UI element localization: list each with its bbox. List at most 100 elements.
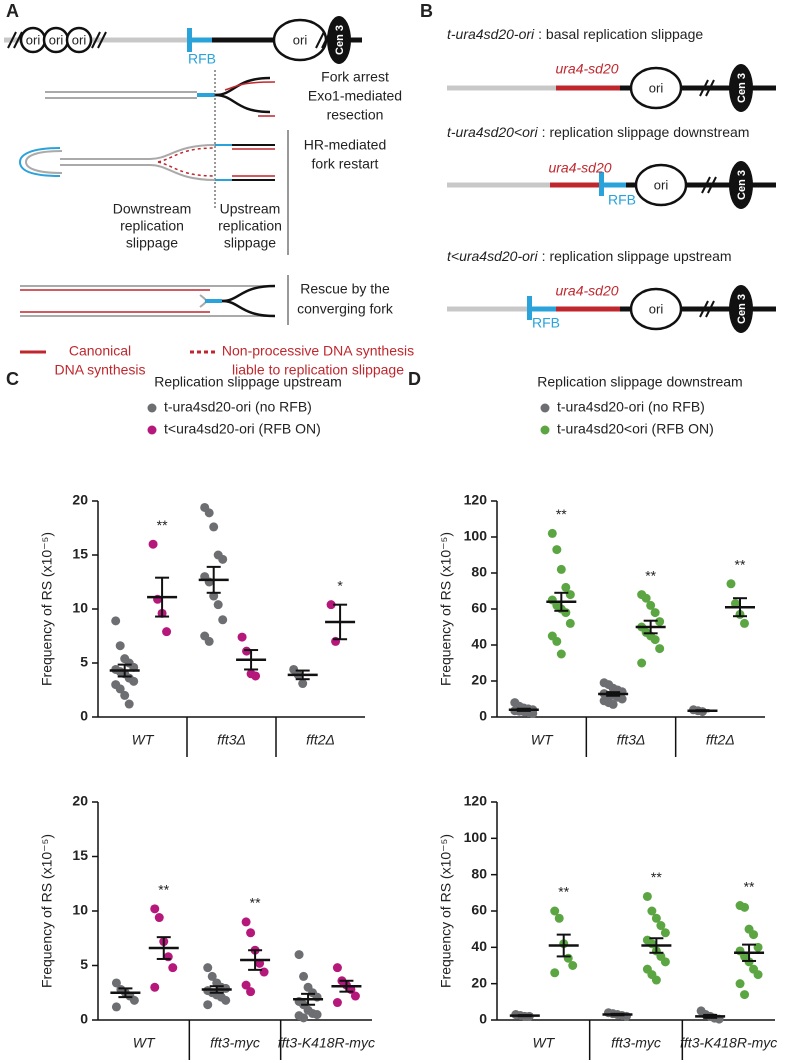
y-tick-label: 40 <box>471 636 487 652</box>
data-point <box>561 582 571 592</box>
y-tick-label: 20 <box>471 974 487 990</box>
legend-text: Non-processive DNA synthesis <box>222 343 414 359</box>
y-axis-label: Frequency of RS (x10⁻⁵) <box>39 834 55 988</box>
data-point <box>150 904 160 914</box>
chart: 0 20 40 60 80 100 120 Frequency of RS (x10⁻⁵) WT… <box>438 374 765 757</box>
significance: ** <box>157 517 168 533</box>
x-tick-label: fft3-K418R-myc <box>680 1035 777 1051</box>
legend-text: t<ura4sd20-ori (RFB ON) <box>164 421 321 437</box>
data-point <box>124 699 134 709</box>
gene-label: ura4-sd20 <box>555 61 618 77</box>
panel-label: B <box>420 1 433 21</box>
y-tick-label: 5 <box>80 654 88 670</box>
slippage-text: Downstream <box>113 201 192 217</box>
chart: 0 5 10 15 20 Frequency of RS (x10⁻⁵) WT fft3Δ ff… <box>39 374 365 757</box>
data-point <box>312 1010 322 1020</box>
data-point <box>209 522 219 532</box>
step-text: Exo1-mediated <box>308 88 402 104</box>
data-point <box>740 902 750 912</box>
data-point <box>204 636 214 646</box>
y-tick-label: 100 <box>464 829 488 845</box>
data-point <box>129 995 139 1005</box>
construct-title: t-ura4sd20-ori: basal replication slippa… <box>447 26 703 42</box>
x-tick-label: fft3Δ <box>617 732 646 748</box>
construct-description: : replication slippage downstream <box>542 124 750 140</box>
data-point <box>237 632 247 642</box>
x-tick-label: fft3-myc <box>210 1035 260 1051</box>
legend-text: liable to replication slippage <box>232 362 404 378</box>
data-point <box>739 618 749 628</box>
data-point <box>565 618 575 628</box>
data-point <box>651 913 661 923</box>
data-point <box>204 508 214 518</box>
significance: ** <box>558 884 569 900</box>
data-point <box>115 641 125 651</box>
y-tick-label: 10 <box>72 600 88 616</box>
panel-b: t-ura4sd20-ori: basal replication slippa… <box>447 26 776 333</box>
y-axis-label: Frequency of RS (x10⁻⁵) <box>438 834 454 988</box>
centromere-label: Cen 3 <box>334 25 346 55</box>
significance: ** <box>645 567 656 583</box>
ori-label: ori <box>649 80 664 95</box>
slippage-text: slippage <box>126 235 178 251</box>
y-tick-label: 20 <box>72 492 88 508</box>
data-point <box>218 615 228 625</box>
legend-marker <box>540 403 550 413</box>
data-point <box>148 539 158 549</box>
data-point <box>565 590 575 600</box>
data-point <box>299 1013 309 1023</box>
slippage-text: slippage <box>224 235 276 251</box>
chart: 0 20 40 60 80 100 120 Frequency of RS (x10⁻⁵) WT… <box>438 793 777 1060</box>
significance: ** <box>158 882 169 898</box>
data-point <box>642 891 652 901</box>
break-mark <box>7 31 107 49</box>
x-tick-label: fft3Δ <box>217 732 246 748</box>
data-point <box>350 991 360 1001</box>
slippage-text: replication <box>218 218 282 234</box>
panel-label: A <box>6 1 19 21</box>
data-point <box>246 987 256 997</box>
data-point <box>552 545 562 555</box>
construct-name: t-ura4sd20<ori <box>447 124 539 140</box>
data-point <box>556 564 566 574</box>
step-text: fork restart <box>312 156 379 172</box>
panel-a: ori ori ori RFB ori Cen 3 Fork arrest Ex… <box>4 16 414 378</box>
data-point <box>753 970 763 980</box>
data-point <box>651 975 661 985</box>
chart-title: Replication slippage upstream <box>154 374 342 390</box>
data-point <box>111 616 121 626</box>
y-tick-label: 15 <box>72 546 88 562</box>
significance: ** <box>250 895 261 911</box>
data-point <box>660 928 670 938</box>
data-point <box>646 600 656 610</box>
legend-text: t-ura4sd20-ori (no RFB) <box>164 399 312 415</box>
significance: * <box>337 577 343 593</box>
x-tick-label: WT <box>531 732 554 748</box>
x-tick-label: WT <box>132 732 155 748</box>
y-tick-label: 10 <box>72 902 88 918</box>
slippage-text: Upstream <box>220 201 281 217</box>
y-tick-label: 120 <box>464 492 488 508</box>
data-point <box>218 554 228 564</box>
construct-title: t-ura4sd20<ori: replication slippage dow… <box>447 124 749 140</box>
construct-title: t<ura4sd20-ori: replication slippage ups… <box>447 248 732 264</box>
y-tick-label: 20 <box>471 672 487 688</box>
x-tick-label: WT <box>133 1035 156 1051</box>
data-point <box>241 980 251 990</box>
chart: 0 5 10 15 20 Frequency of RS (x10⁻⁵) WT fft3-my… <box>39 793 375 1060</box>
y-axis-label: Frequency of RS (x10⁻⁵) <box>438 532 454 686</box>
data-point <box>561 608 571 618</box>
x-tick-label: fft2Δ <box>306 732 335 748</box>
ori-label: ori <box>72 32 87 47</box>
centromere-label: Cen 3 <box>736 294 748 324</box>
data-point <box>129 676 139 686</box>
construct-name: t<ura4sd20-ori <box>447 248 539 264</box>
data-point <box>554 913 564 923</box>
data-point <box>332 998 342 1008</box>
y-tick-label: 5 <box>80 956 88 972</box>
construct-description: : basal replication slippage <box>538 26 703 42</box>
data-point <box>655 617 665 627</box>
data-point <box>735 979 745 989</box>
data-point <box>608 699 618 709</box>
chart-title: Replication slippage downstream <box>537 374 742 390</box>
